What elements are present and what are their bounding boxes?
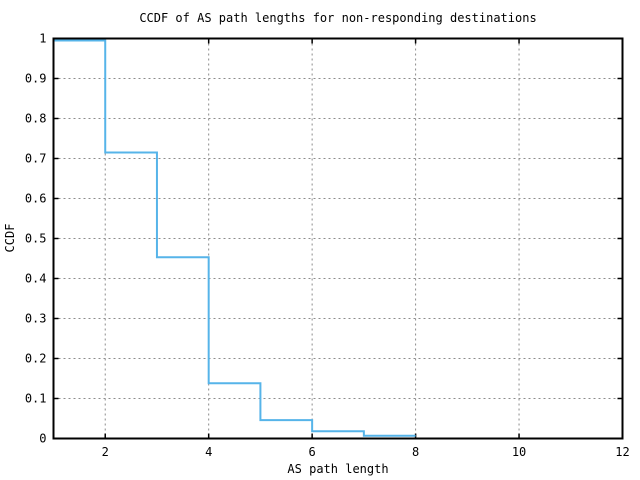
x-tick-labels: 2 4 6 8 10 12 xyxy=(102,445,630,459)
chart-title: CCDF of AS path lengths for non-respondi… xyxy=(139,11,536,25)
x-tick-label: 8 xyxy=(412,445,419,459)
plot-border xyxy=(52,37,624,440)
y-tick-label: 0.1 xyxy=(25,392,47,406)
x-tick-label: 12 xyxy=(615,445,629,459)
y-tick-label: 1 xyxy=(39,32,46,46)
ccdf-step-line xyxy=(53,39,416,437)
x-tick-label: 6 xyxy=(309,445,316,459)
x-axis-label: AS path length xyxy=(287,462,388,476)
y-axis-label: CCDF xyxy=(3,224,17,253)
y-tick-label: 0.5 xyxy=(25,232,47,246)
x-tick-label: 4 xyxy=(205,445,212,459)
gridlines xyxy=(53,38,623,439)
y-tick-label: 0.2 xyxy=(25,352,47,366)
y-tick-label: 0.7 xyxy=(25,152,47,166)
x-tick-label: 2 xyxy=(102,445,109,459)
y-tick-label: 0.8 xyxy=(25,112,47,126)
y-tick-labels: 0 0.1 0.2 0.3 0.4 0.5 0.6 0.7 0.8 0.9 1 xyxy=(25,32,47,446)
y-tick-label: 0.4 xyxy=(25,272,47,286)
y-tick-label: 0.9 xyxy=(25,72,47,86)
x-tick-label: 10 xyxy=(512,445,526,459)
y-tick-label: 0.3 xyxy=(25,312,47,326)
y-tick-label: 0.6 xyxy=(25,192,47,206)
y-tick-label: 0 xyxy=(39,432,46,446)
